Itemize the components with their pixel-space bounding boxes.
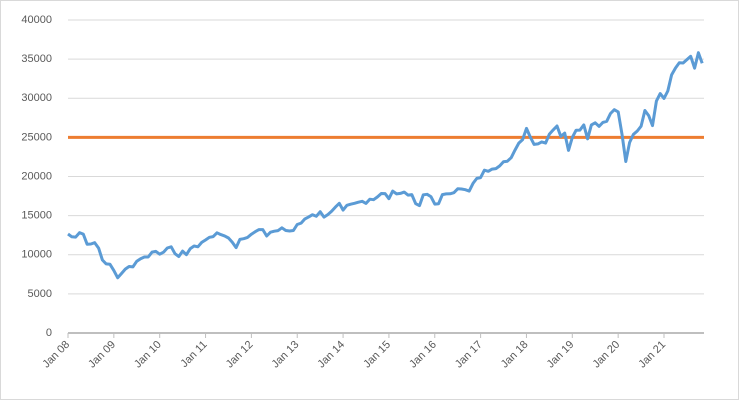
y-tick-label: 35000 bbox=[21, 53, 52, 65]
y-tick-label: 10000 bbox=[21, 249, 52, 261]
series-line bbox=[67, 51, 704, 280]
y-tick-label: 5000 bbox=[28, 288, 52, 300]
y-tick-label: 0 bbox=[46, 327, 52, 339]
y-tick-label: 20000 bbox=[21, 170, 52, 182]
y-tick-label: 25000 bbox=[21, 131, 52, 143]
y-tick-label: 40000 bbox=[21, 14, 52, 26]
y-tick-label: 15000 bbox=[21, 210, 52, 222]
y-tick-label: 30000 bbox=[21, 92, 52, 104]
